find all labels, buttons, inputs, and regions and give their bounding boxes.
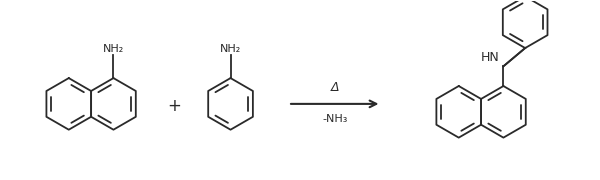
Text: NH₂: NH₂ (103, 44, 124, 54)
Text: Δ: Δ (331, 81, 339, 94)
Text: NH₂: NH₂ (220, 44, 241, 54)
Text: -NH₃: -NH₃ (322, 114, 347, 124)
Text: HN: HN (481, 51, 499, 64)
Text: +: + (167, 97, 181, 115)
